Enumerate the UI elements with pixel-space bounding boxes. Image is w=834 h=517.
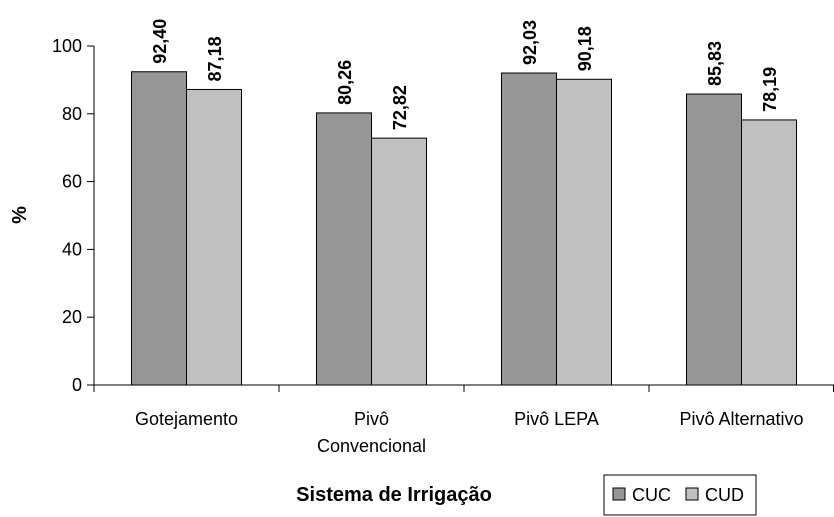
data-label-cuc: 92,40	[150, 19, 170, 64]
x-tick-label: Pivô LEPA	[514, 409, 599, 429]
legend-label-cud: CUD	[705, 485, 744, 505]
y-tick-label: 20	[62, 307, 82, 327]
bar-cud	[741, 119, 797, 386]
bar-cuc	[686, 93, 742, 386]
bar-cud	[371, 137, 427, 386]
legend-swatch-cuc	[612, 487, 626, 501]
y-tick-label: 0	[72, 375, 82, 395]
y-axis: 0 20 40 60 80 100	[52, 36, 95, 395]
y-tick-label: 100	[52, 36, 82, 56]
data-label-cud: 78,19	[760, 67, 780, 112]
bar-cuc	[316, 112, 372, 386]
data-label-cud: 87,18	[205, 36, 225, 81]
legend-swatch-cud	[685, 487, 699, 501]
y-tick-label: 80	[62, 104, 82, 124]
bars	[131, 71, 797, 386]
y-tick-label: 40	[62, 239, 82, 259]
data-label-cuc: 85,83	[705, 41, 725, 86]
data-labels: 92,40 87,18 80,26 72,82 92,03 90,18 85,83 78,19	[150, 19, 780, 130]
legend: CUC CUD	[603, 474, 757, 516]
bar-cud	[186, 88, 242, 386]
legend-label-cuc: CUC	[632, 485, 671, 505]
bar-cuc	[131, 71, 187, 386]
data-label-cuc: 80,26	[335, 60, 355, 105]
x-tick-label: Gotejamento	[135, 409, 238, 429]
x-axis: Gotejamento Pivô Convencional Pivô LEPA Pivô…	[93, 384, 834, 456]
data-label-cud: 90,18	[575, 26, 595, 71]
bar-cuc	[501, 72, 557, 386]
data-label-cuc: 92,03	[520, 20, 540, 65]
y-axis-title: %	[9, 206, 31, 224]
bar-cud	[556, 78, 612, 386]
y-tick-label: 60	[62, 172, 82, 192]
x-tick-label: Pivô Convencional	[317, 409, 426, 456]
legend-box	[603, 474, 757, 516]
x-axis-title: Sistema de Irrigação	[296, 484, 492, 506]
data-label-cud: 72,82	[390, 85, 410, 130]
x-tick-label: Pivô Alternativo	[679, 409, 803, 429]
